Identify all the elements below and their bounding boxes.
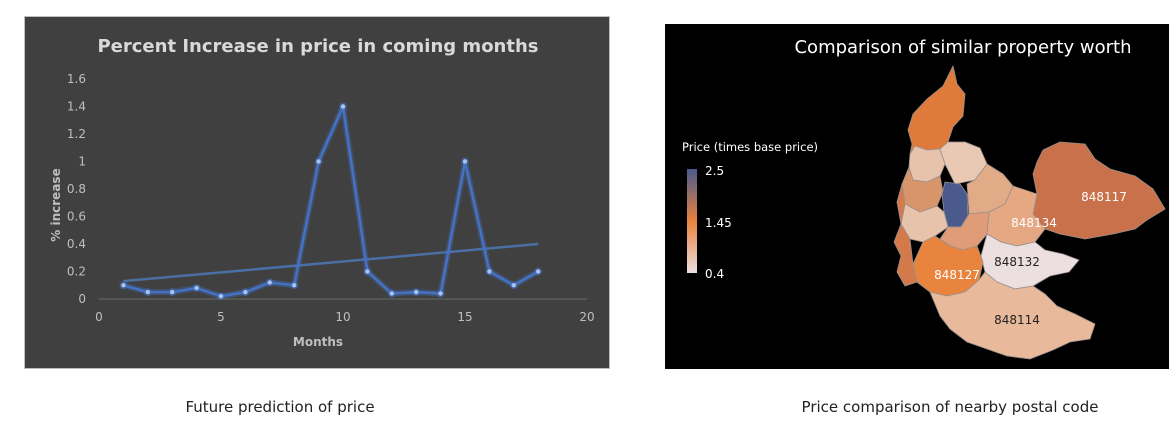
- y-tick-label: 0.6: [67, 210, 86, 224]
- y-tick-label: 0.8: [67, 182, 86, 196]
- data-point: [462, 159, 468, 164]
- legend-min-label: 0.4: [705, 267, 724, 281]
- y-tick-label: 0.2: [67, 265, 86, 279]
- data-point: [267, 280, 272, 285]
- region-label-848134: 848134: [1011, 216, 1057, 230]
- data-point: [536, 269, 541, 274]
- y-tick-label: 1.2: [67, 127, 86, 141]
- y-tick-label: 1.4: [67, 100, 86, 114]
- data-point: [316, 159, 321, 164]
- y-tick-label: 1.6: [67, 72, 86, 86]
- map-region-848114: [929, 271, 1096, 360]
- map-region-west: [893, 183, 918, 287]
- legend-title: Price (times base price): [682, 140, 818, 154]
- y-axis-label: % increase: [49, 168, 63, 241]
- data-point: [292, 283, 297, 288]
- data-point: [487, 269, 492, 274]
- y-tick-label: 1: [78, 155, 86, 169]
- region-label-848117: 848117: [1081, 190, 1127, 204]
- line-chart-panel: Percent Increase in price in coming mont…: [24, 16, 610, 369]
- data-point: [511, 283, 516, 288]
- data-point: [243, 289, 248, 295]
- data-point: [389, 291, 394, 296]
- legend-max-label: 2.5: [705, 164, 724, 178]
- data-point: [218, 294, 224, 299]
- x-axis-label: Months: [293, 335, 343, 349]
- line-chart-svg: Percent Increase in price in coming mont…: [49, 36, 595, 349]
- x-tick-label: 10: [335, 310, 350, 324]
- data-point: [145, 289, 150, 295]
- map-chart-panel: Comparison of similar property worth Pri…: [665, 24, 1169, 369]
- x-tick-label: 0: [95, 310, 103, 324]
- x-tick-labels: 0 5 10 15 20: [95, 310, 594, 324]
- map-title: Comparison of similar property worth: [794, 37, 1131, 58]
- legend-color-bar: [687, 169, 697, 273]
- region-label-848127: 848127: [934, 268, 980, 282]
- region-label-848132: 848132: [994, 255, 1040, 269]
- data-point: [194, 285, 199, 291]
- left-caption: Future prediction of price: [185, 398, 375, 416]
- series-layer: [119, 102, 543, 301]
- data-point: [121, 283, 126, 288]
- chart-title: Percent Increase in price in coming mont…: [97, 36, 538, 57]
- trendline: [123, 242, 539, 283]
- data-point: [170, 289, 175, 295]
- y-tick-label: 0.4: [67, 237, 86, 251]
- y-tick-label: 0: [78, 292, 86, 306]
- x-tick-label: 5: [217, 310, 225, 324]
- data-point: [365, 269, 370, 274]
- map-svg: Comparison of similar property worth Pri…: [682, 37, 1166, 360]
- series-line: [123, 105, 539, 298]
- x-tick-label: 20: [579, 310, 594, 324]
- y-tick-labels: 0 0.2 0.4 0.6 0.8 1 1.2 1.4 1.6: [67, 72, 86, 306]
- data-point: [438, 291, 443, 296]
- data-point: [414, 289, 419, 295]
- legend-mid-label: 1.45: [705, 216, 732, 230]
- x-tick-label: 15: [457, 310, 472, 324]
- right-caption: Price comparison of nearby postal code: [801, 398, 1099, 416]
- map-region-north: [907, 65, 966, 155]
- data-point: [340, 104, 346, 109]
- region-label-848114: 848114: [994, 313, 1040, 327]
